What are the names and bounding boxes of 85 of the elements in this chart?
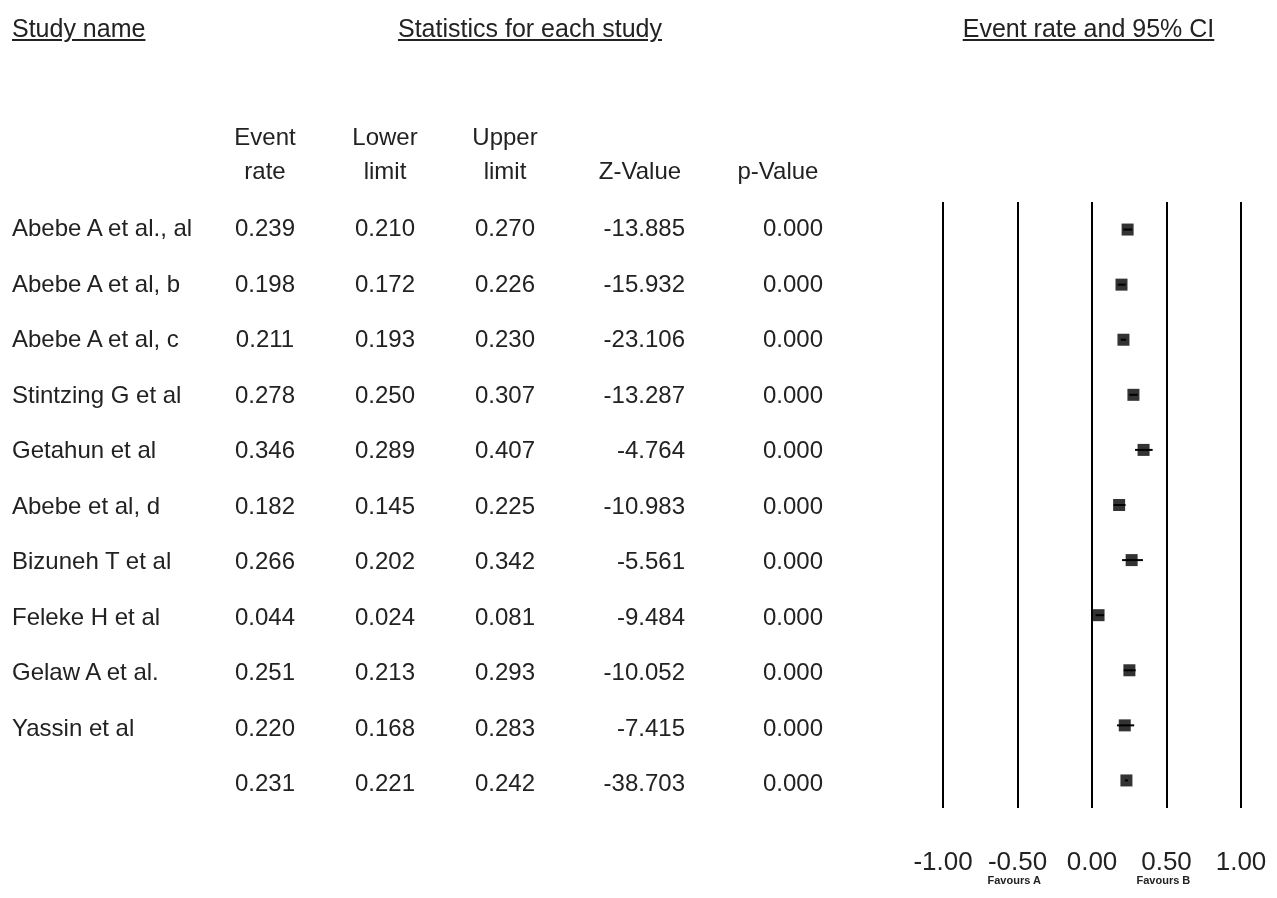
text: -7.415: [616, 713, 685, 741]
category-label: Yassin et al: [12, 713, 135, 741]
text: 0.270: [474, 214, 536, 241]
text: 0.283: [474, 713, 536, 741]
text: 0.193: [354, 325, 416, 352]
text: 0.226: [474, 269, 536, 297]
category-label: Abebe et al, d: [12, 491, 161, 519]
point: [1127, 388, 1140, 401]
text: 0.000: [762, 547, 823, 574]
x-tick-label: 0.00: [1066, 846, 1118, 876]
text: -9.484: [616, 602, 685, 630]
text: 0.342: [474, 547, 536, 574]
chart-title: Event rate and 95% CI: [961, 14, 1216, 43]
category-label: Event rate: [234, 122, 296, 186]
text: 0.346: [234, 436, 296, 463]
text: 0.211: [235, 325, 295, 352]
text: -10.052: [603, 658, 685, 685]
category-label: Stintzing G et al: [12, 380, 182, 408]
text: 0.407: [474, 436, 536, 463]
text: 0.000: [762, 269, 823, 297]
text: 0.000: [762, 491, 823, 519]
text: 0.024: [354, 602, 416, 630]
text: 0.000: [762, 769, 823, 796]
x-tick-label: 0.50: [1141, 846, 1192, 876]
text: 0.293: [474, 658, 536, 685]
category-label: Abebe A et al, b: [12, 269, 181, 297]
text: Favours B: [1136, 873, 1191, 886]
text: 0.000: [762, 380, 823, 408]
text: 0.278: [234, 380, 296, 408]
point: [1117, 333, 1130, 346]
text: 0.225: [474, 491, 536, 519]
text: 0.198: [234, 269, 296, 297]
text: 0.307: [474, 380, 536, 408]
text: 0.213: [354, 658, 416, 685]
point: [1120, 774, 1133, 787]
text: 0.000: [762, 713, 823, 741]
text: 0.242: [474, 769, 536, 796]
category-label: Abebe A et al, c: [12, 325, 179, 352]
text: 0.220: [234, 713, 296, 741]
x-tick-label: 1.00: [1215, 846, 1267, 876]
category-label: Bizuneh T et al: [12, 547, 172, 574]
text: 0.231: [234, 769, 296, 796]
text: -4.764: [616, 436, 685, 463]
text: 0.168: [354, 713, 416, 741]
text: -15.932: [603, 269, 685, 297]
text: -13.885: [603, 214, 685, 241]
text: 0.000: [762, 436, 823, 463]
text: 0.000: [762, 602, 823, 630]
text: -5.561: [616, 547, 685, 574]
text: 0.044: [234, 602, 296, 630]
text: 0.172: [354, 269, 416, 297]
text: Favours A: [987, 873, 1041, 886]
category-label: Z-Value: [598, 156, 682, 186]
text: 0.239: [234, 214, 296, 241]
text: -23.106: [603, 325, 685, 352]
text: 0.000: [762, 325, 823, 352]
text: 0.251: [234, 658, 296, 685]
x-tick-label: -0.50: [987, 846, 1048, 876]
text: 0.221: [354, 769, 416, 796]
point: [1115, 278, 1128, 291]
text: 0.266: [234, 547, 296, 574]
text: 0.000: [762, 214, 823, 241]
text: 0.202: [354, 547, 416, 574]
text: -38.703: [603, 769, 685, 796]
text: Statistics for each study: [397, 14, 663, 43]
text: -10.983: [603, 491, 685, 519]
text: 0.145: [354, 491, 416, 519]
text: 0.289: [354, 436, 416, 463]
point: [1121, 223, 1134, 236]
category-label: p-Value: [737, 156, 819, 186]
category-label: Getahun et al: [12, 436, 157, 463]
text: 0.081: [474, 602, 536, 630]
category-label: Feleke H et al: [12, 602, 161, 630]
category-label: Lower limit: [352, 122, 418, 186]
text: Study name: [12, 14, 146, 43]
text: 0.182: [234, 491, 296, 519]
category-label: Gelaw A et al.: [12, 658, 159, 685]
text: 0.250: [354, 380, 416, 408]
text: -13.287: [603, 380, 685, 408]
x-tick-label: -1.00: [913, 846, 973, 876]
text: 0.000: [762, 658, 823, 685]
text: 0.210: [354, 214, 416, 241]
category-label: Abebe A et al., al: [12, 214, 193, 241]
category-label: Upper limit: [472, 122, 538, 186]
text: 0.230: [474, 325, 536, 352]
